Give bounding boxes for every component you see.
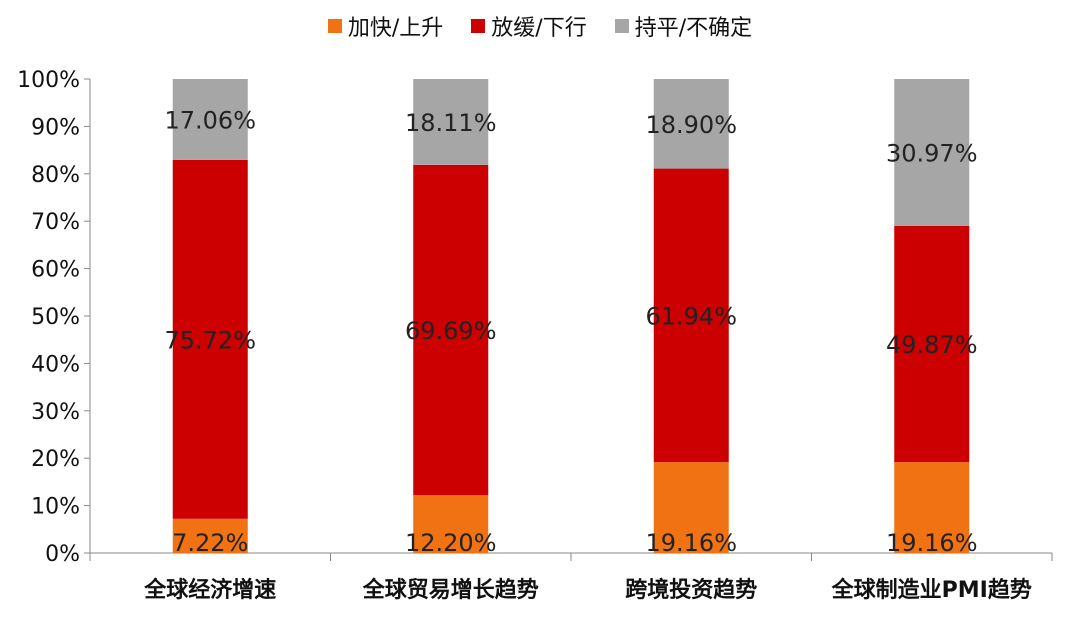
x-tick-label: 全球制造业PMI趋势	[831, 577, 1032, 603]
bar-segment	[653, 462, 729, 553]
data-label: 19.16%	[645, 529, 737, 557]
x-tick-label: 全球经济增速	[143, 577, 276, 603]
bar-segment	[172, 518, 248, 553]
bar-segment	[413, 79, 489, 165]
legend-item-flat: 持平/不确定	[614, 10, 753, 42]
y-tick-label: 60%	[31, 258, 80, 283]
bar-segment	[413, 164, 489, 496]
y-tick-label: 40%	[31, 352, 80, 377]
bar-segment	[172, 159, 248, 519]
y-tick-label: 90%	[31, 115, 80, 140]
y-tick-label: 80%	[31, 163, 80, 188]
y-tick-label: 0%	[45, 542, 80, 567]
data-label: 7.22%	[172, 529, 248, 557]
y-tick-label: 20%	[31, 447, 80, 472]
bar-segment	[413, 495, 489, 553]
bar-segment	[653, 168, 729, 463]
y-tick-label: 50%	[31, 305, 80, 330]
data-label: 19.16%	[886, 529, 978, 557]
y-tick-label: 30%	[31, 400, 80, 425]
data-label: 61.94%	[645, 302, 737, 330]
data-label: 18.90%	[645, 111, 737, 139]
legend-item-accelerate: 加快/上升	[327, 10, 444, 42]
bar-segment	[172, 79, 248, 160]
data-label: 75.72%	[164, 326, 256, 354]
x-tick-label: 跨境投资趋势	[625, 577, 757, 603]
data-label: 18.11%	[405, 109, 497, 137]
data-label: 17.06%	[164, 106, 256, 134]
bar-segment	[894, 79, 970, 226]
data-label: 30.97%	[886, 139, 978, 167]
legend-label-accelerate: 加快/上升	[347, 16, 444, 41]
x-tick-label: 全球贸易增长趋势	[362, 577, 539, 603]
legend-label-flat: 持平/不确定	[634, 16, 753, 41]
legend-swatch-slowdown	[471, 19, 486, 33]
legend-item-slowdown: 放缓/下行	[471, 10, 587, 42]
y-tick-label: 70%	[31, 210, 80, 235]
legend-swatch-accelerate	[327, 19, 342, 33]
legend-label-slowdown: 放缓/下行	[491, 16, 587, 41]
y-tick-label: 100%	[17, 68, 80, 93]
legend: 加快/上升 放缓/下行 持平/不确定	[0, 10, 1080, 42]
y-tick-label: 10%	[31, 495, 80, 520]
data-label: 49.87%	[886, 331, 978, 359]
data-label: 69.69%	[405, 317, 497, 345]
bar-segment	[653, 79, 729, 169]
bar-segment	[894, 225, 970, 463]
bar-segment	[894, 462, 970, 553]
legend-swatch-flat	[614, 19, 629, 33]
data-label: 12.20%	[405, 529, 497, 557]
